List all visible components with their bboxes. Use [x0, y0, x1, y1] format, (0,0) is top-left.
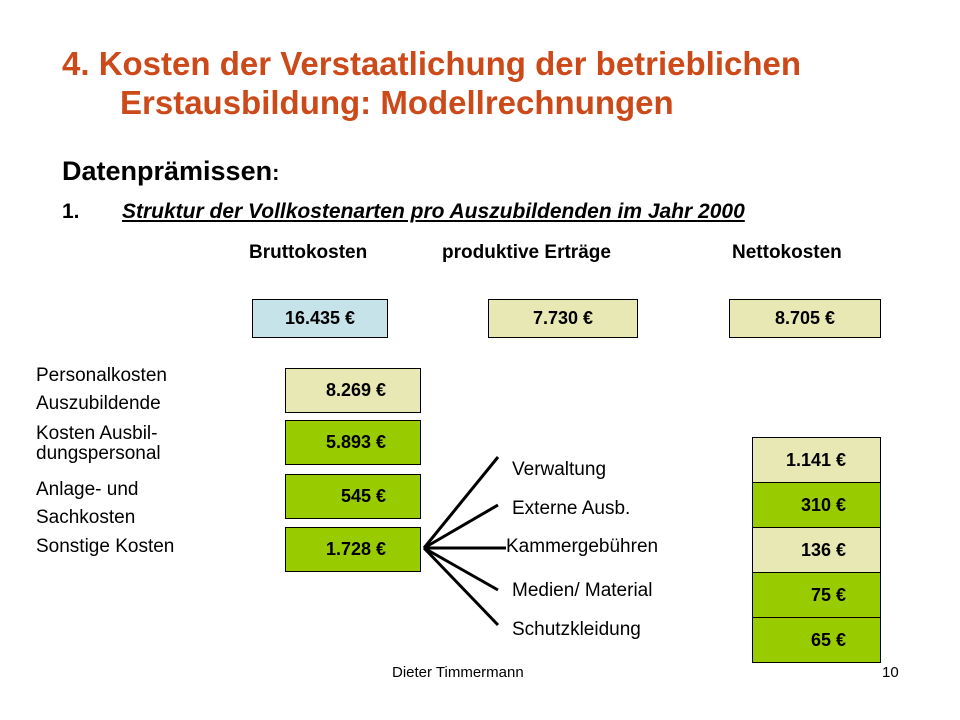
total-brutto-box: 16.435 € — [252, 299, 388, 338]
breakdown-label: Schutzkleidung — [512, 619, 641, 640]
column-header-brutto: Bruttokosten — [249, 242, 368, 263]
breakdown-value-box: 310 € — [752, 482, 881, 528]
cost-value-box: 1.728 € — [285, 527, 421, 572]
point-text: Struktur der Vollkostenarten pro Auszubi… — [122, 200, 745, 223]
slide-title-line1: 4. Kosten der Verstaatlichung der betrie… — [62, 45, 802, 82]
breakdown-label: Medien/ Material — [512, 580, 653, 601]
breakdown-value-box: 75 € — [752, 572, 881, 618]
connector-line — [422, 456, 500, 549]
connector-line — [423, 546, 499, 592]
column-header-ertraege: produktive Erträge — [442, 242, 611, 263]
slide-title: 4. Kosten der Verstaatlichung der betrie… — [62, 44, 942, 122]
cost-type-label: Sonstige Kosten — [36, 533, 174, 561]
cost-type-label: Personalkosten Auszubildende — [36, 362, 167, 418]
breakdown-value-box: 1.141 € — [752, 437, 881, 483]
cost-type-label-line: dungspersonal — [36, 443, 161, 464]
cost-type-label-line: Anlage- und — [36, 479, 139, 500]
cost-type-label-line: Personalkosten — [36, 365, 167, 386]
cost-type-label-line: Sachkosten — [36, 507, 136, 528]
cost-value-box: 5.893 € — [285, 420, 421, 465]
cost-type-label: Kosten Ausbil- dungspersonal — [36, 424, 161, 464]
subheading-colon: : — [272, 160, 280, 185]
slide-title-line2: Erstausbildung: Modellrechnungen — [120, 84, 674, 121]
cost-type-label-line: Auszubildende — [36, 393, 161, 414]
total-ertraege-box: 7.730 € — [488, 299, 638, 338]
footer-author: Dieter Timmermann — [392, 664, 524, 681]
total-netto-box: 8.705 € — [729, 299, 881, 338]
cost-type-label: Anlage- und Sachkosten — [36, 476, 138, 532]
subheading: Datenprämissen: — [62, 156, 279, 187]
numbered-point: 1. Struktur der Vollkostenarten pro Auszu… — [62, 200, 745, 224]
connector-line — [422, 546, 500, 627]
breakdown-value-box: 136 € — [752, 527, 881, 573]
cost-value-box: 545 € — [285, 474, 421, 519]
breakdown-label: Kammergebühren — [506, 536, 659, 557]
breakdown-label: Externe Ausb. — [512, 498, 631, 519]
point-number: 1. — [62, 200, 80, 223]
cost-value-box: 8.269 € — [285, 368, 421, 413]
subheading-text: Datenprämissen — [62, 156, 273, 186]
cost-type-label-line: Sonstige Kosten — [36, 536, 175, 557]
breakdown-label: Verwaltung — [512, 459, 607, 480]
connector-line — [423, 503, 499, 550]
column-header-netto: Nettokosten — [732, 242, 842, 263]
cost-type-label-line: Kosten Ausbil- — [36, 423, 158, 444]
footer-page-number: 10 — [882, 664, 899, 681]
breakdown-value-box: 65 € — [752, 617, 881, 663]
